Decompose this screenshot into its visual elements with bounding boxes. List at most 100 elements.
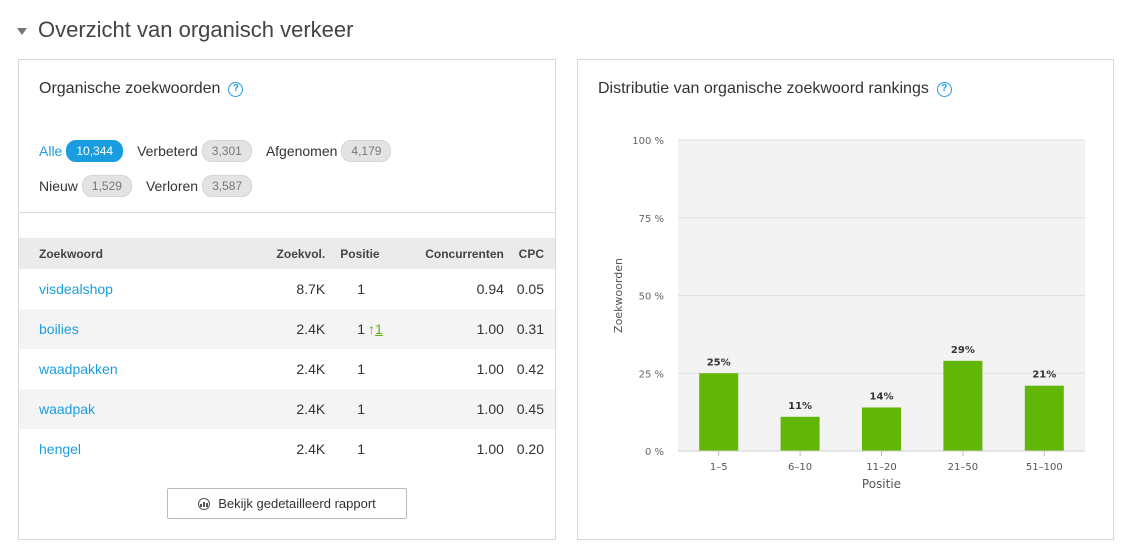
cpc-cell: 0.45: [503, 389, 555, 429]
filter-row: Nieuw 1,529 Verloren 3,587: [39, 174, 539, 198]
bar: [699, 373, 739, 451]
filter-row: Alle 10,344 Verbeterd 3,301 Afgenomen 4,…: [39, 139, 539, 163]
keyword-cell: hengel: [19, 429, 223, 469]
position-value: 1: [357, 321, 366, 337]
y-tick-label: 75 %: [639, 214, 664, 225]
y-tick-label: 0 %: [645, 447, 664, 458]
keyword-link[interactable]: waadpak: [39, 401, 96, 417]
keyword-cell: visdealshop: [19, 269, 223, 309]
keyword-link[interactable]: visdealshop: [39, 281, 113, 297]
data-label: 21%: [1032, 370, 1056, 381]
header-competition[interactable]: Concurrenten: [397, 238, 504, 269]
position-cell: 1: [325, 349, 398, 389]
header-position[interactable]: Positie: [325, 238, 398, 269]
x-tick-label: 21–50: [948, 462, 978, 473]
position-cell: 1: [325, 269, 398, 309]
card-title: Distributie van organische zoekwoord ran…: [598, 80, 952, 98]
card-title: Organische zoekwoorden ?: [39, 80, 244, 98]
keyword-cell: waadpak: [19, 389, 224, 429]
keyword-cell: waadpakken: [19, 349, 223, 389]
collapse-triangle-icon[interactable]: [17, 27, 27, 35]
data-label: 11%: [788, 401, 812, 412]
table-row: hengel 2.4K 1 1.00 0.20: [19, 429, 555, 469]
keyword-link[interactable]: waadpakken: [39, 361, 118, 377]
table-row: waadpakken 2.4K 1 1.00 0.42: [19, 349, 555, 389]
header-keyword[interactable]: Zoekwoord: [19, 238, 224, 269]
competition-cell: 1.00: [476, 441, 504, 457]
keyword-link[interactable]: hengel: [39, 441, 82, 457]
filter-new[interactable]: Nieuw 1,529: [39, 175, 132, 197]
filter-label: Nieuw: [39, 178, 78, 194]
position-cell: 1: [325, 389, 398, 429]
distribution-title: Distributie van organische zoekwoord ran…: [598, 80, 929, 97]
table-row: waadpak 2.4K 1 1.00 0.45: [19, 389, 555, 429]
count-badge: 10,344: [66, 140, 124, 162]
bar: [1024, 385, 1064, 451]
help-icon[interactable]: ?: [228, 81, 244, 97]
position-change[interactable]: 1: [375, 321, 383, 337]
filter-label: Verbeterd: [137, 143, 198, 159]
report-button-label: Bekijk gedetailleerd rapport: [218, 496, 376, 511]
data-label: 14%: [870, 391, 894, 402]
x-tick-label: 51–100: [1026, 462, 1063, 473]
competition-cell: 1.00: [397, 389, 504, 429]
keyword-cell: boilies: [19, 309, 224, 349]
data-label: 29%: [951, 345, 975, 356]
volume-cell: 2.4K: [296, 361, 326, 377]
table-row: boilies 2.4K 1 ↑1 1.00 0.31: [19, 309, 555, 349]
filter-all[interactable]: Alle 10,344: [39, 140, 124, 162]
help-icon[interactable]: ?: [936, 81, 952, 97]
volume-cell: 2.4K: [223, 389, 326, 429]
bar: [862, 407, 901, 451]
position-value: 1: [357, 361, 366, 377]
competition-cell: 0.94: [476, 281, 504, 297]
count-badge: 3,587: [202, 175, 253, 197]
count-badge: 4,179: [341, 140, 392, 162]
cpc-cell: 0.20: [516, 441, 544, 457]
keywords-table: Zoekwoord Zoekvol. Positie Concurrenten …: [19, 238, 555, 469]
filter-label: Alle: [39, 143, 63, 159]
filter-lost[interactable]: Verloren 3,587: [145, 175, 253, 197]
filter-improved[interactable]: Verbeterd 3,301: [137, 140, 252, 162]
cpc-cell: 0.31: [503, 309, 555, 349]
bar: [943, 360, 983, 451]
position-cell: 1: [325, 429, 398, 469]
divider: [19, 212, 555, 213]
organic-keywords-card: Organische zoekwoorden ? Alle 10,344 Ver…: [18, 59, 556, 540]
header-volume[interactable]: Zoekvol.: [223, 238, 326, 269]
x-tick-label: 11–20: [866, 462, 896, 473]
volume-cell: 2.4K: [296, 441, 326, 457]
bar: [780, 416, 820, 451]
ranking-distribution-chart: 0 % 25 % 50 % 75 % 100 % 25% 1–5 11% 6–10 14% 11–2…: [612, 136, 1085, 491]
table-header-row: Zoekwoord Zoekvol. Positie Concurrenten …: [19, 238, 555, 269]
filter-label: Afgenomen: [265, 143, 338, 159]
position-cell: 1 ↑1: [325, 309, 398, 349]
x-tick-label: 6–10: [788, 462, 812, 473]
y-axis-label: Zoekwoorden: [612, 258, 625, 333]
filter-declined[interactable]: Afgenomen 4,179: [266, 140, 392, 162]
competition-cell: 1.00: [397, 309, 504, 349]
section-header[interactable]: Overzicht van organisch verkeer: [17, 14, 353, 46]
header-cpc[interactable]: CPC: [503, 238, 555, 269]
section-title: Overzicht van organisch verkeer: [38, 17, 354, 42]
ranking-distribution-card: Distributie van organische zoekwoord ran…: [577, 59, 1114, 540]
position-value: 1: [357, 441, 366, 457]
volume-cell: 2.4K: [223, 309, 326, 349]
detailed-report-button[interactable]: Bekijk gedetailleerd rapport: [167, 488, 407, 519]
y-tick-label: 50 %: [639, 292, 664, 303]
x-axis-label: Positie: [862, 477, 901, 491]
organic-keywords-title: Organische zoekwoorden: [39, 80, 221, 97]
cpc-cell: 0.42: [516, 361, 544, 377]
filter-label: Verloren: [145, 178, 199, 194]
competition-cell: 1.00: [476, 361, 504, 377]
arrow-up-icon: ↑: [368, 321, 376, 337]
y-tick-label: 25 %: [639, 369, 664, 380]
table-row: visdealshop 8.7K 1 0.94 0.05: [19, 269, 555, 309]
position-value: 1: [357, 401, 366, 417]
count-badge: 1,529: [81, 175, 132, 197]
volume-cell: 8.7K: [296, 281, 326, 297]
keyword-link[interactable]: boilies: [39, 321, 79, 337]
count-badge: 3,301: [201, 140, 252, 162]
x-tick-label: 1–5: [710, 462, 728, 473]
report-icon: [198, 497, 211, 510]
